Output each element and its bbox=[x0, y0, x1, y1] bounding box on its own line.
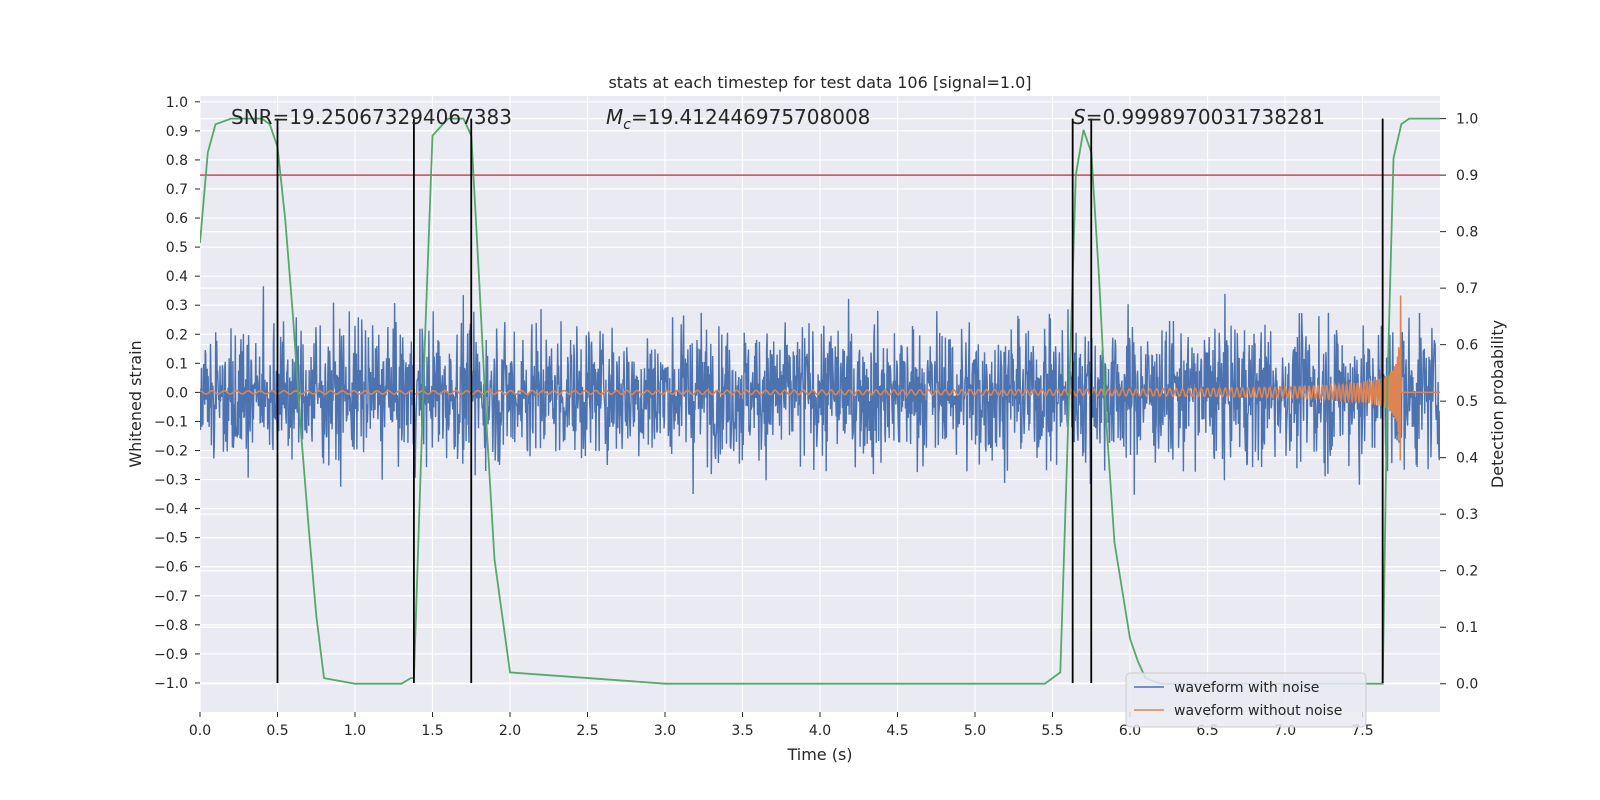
series-waveform-with-noise bbox=[200, 286, 1440, 495]
y-right-tick-label: 0.1 bbox=[1456, 620, 1478, 636]
y-tick-label: 0.4 bbox=[166, 269, 188, 285]
legend: waveform with noise waveform without noi… bbox=[1125, 672, 1367, 728]
y-tick-label: −0.1 bbox=[154, 414, 188, 430]
y-tick-label: 0.5 bbox=[166, 240, 188, 256]
series-waveform-without-noise bbox=[200, 295, 1440, 461]
s-symbol: S bbox=[1073, 105, 1086, 129]
x-tick-label: 2.5 bbox=[576, 723, 598, 739]
y-right-tick-label: 0.8 bbox=[1456, 225, 1478, 241]
y-tick-label: −0.2 bbox=[154, 443, 188, 459]
y-tick-label: 0.1 bbox=[166, 356, 188, 372]
y-tick-label: −0.7 bbox=[154, 589, 188, 605]
legend-box bbox=[1125, 672, 1367, 728]
y-right-tick-label: 0.6 bbox=[1456, 338, 1478, 354]
y-right-tick-label: 0.4 bbox=[1456, 451, 1478, 467]
y-right-tick-label: 0.0 bbox=[1456, 677, 1478, 693]
legend-label-noise: waveform with noise bbox=[1174, 680, 1319, 696]
x-tick-label: 3.0 bbox=[654, 723, 676, 739]
y-right-tick-label: 0.3 bbox=[1456, 507, 1478, 523]
statistic-annotation: S=0.9998970031738281 bbox=[1073, 105, 1325, 129]
x-tick-label: 5.5 bbox=[1041, 723, 1063, 739]
y-axis-label: Whitened strain bbox=[126, 340, 145, 467]
snr-annotation: SNR=19.250673294067383 bbox=[231, 105, 512, 129]
y-tick-label: −0.4 bbox=[154, 502, 188, 518]
x-axis-label: Time (s) bbox=[786, 745, 852, 764]
y-right-tick-label: 0.7 bbox=[1456, 281, 1478, 297]
y-tick-label: 1.0 bbox=[166, 95, 188, 111]
mc-symbol: M bbox=[606, 105, 623, 129]
x-tick-label: 1.0 bbox=[344, 723, 366, 739]
y-tick-label: 0.8 bbox=[166, 153, 188, 169]
y-right-tick-label: 1.0 bbox=[1456, 112, 1478, 128]
y-tick-label: 0.9 bbox=[166, 124, 188, 140]
chirp-mass-annotation: Mc=19.412446975708008 bbox=[606, 105, 870, 133]
x-tick-label: 2.0 bbox=[499, 723, 521, 739]
x-tick-label: 0.5 bbox=[266, 723, 288, 739]
y-tick-label: 0.7 bbox=[166, 182, 188, 198]
x-tick-label: 4.5 bbox=[886, 723, 908, 739]
y-tick-label: 0.2 bbox=[166, 327, 188, 343]
mc-value: =19.412446975708008 bbox=[631, 105, 870, 129]
y-right-tick-label: 0.9 bbox=[1456, 168, 1478, 184]
mc-subscript: c bbox=[623, 117, 631, 133]
x-tick-label: 0.0 bbox=[189, 723, 211, 739]
y-right-axis-label: Detection probability bbox=[1488, 320, 1507, 488]
y-tick-label: −0.9 bbox=[154, 647, 188, 663]
y-tick-label: 0.6 bbox=[166, 211, 188, 227]
y-right-tick-label: 0.5 bbox=[1456, 394, 1478, 410]
y-tick-label: −0.5 bbox=[154, 531, 188, 547]
x-tick-label: 5.0 bbox=[964, 723, 986, 739]
s-value: =0.9998970031738281 bbox=[1086, 105, 1325, 129]
y-tick-label: 0.0 bbox=[166, 385, 188, 401]
y-tick-label: −0.3 bbox=[154, 473, 188, 489]
chart-title: stats at each timestep for test data 106… bbox=[608, 73, 1031, 92]
legend-label-clean: waveform without noise bbox=[1174, 703, 1342, 719]
x-tick-label: 1.5 bbox=[421, 723, 443, 739]
x-tick-label: 4.0 bbox=[809, 723, 831, 739]
x-tick-label: 3.5 bbox=[731, 723, 753, 739]
y-tick-label: −1.0 bbox=[154, 676, 188, 692]
y-right-tick-label: 0.2 bbox=[1456, 564, 1478, 580]
y-tick-label: 0.3 bbox=[166, 298, 188, 314]
y-tick-label: −0.6 bbox=[154, 560, 188, 576]
y-tick-label: −0.8 bbox=[154, 618, 188, 634]
